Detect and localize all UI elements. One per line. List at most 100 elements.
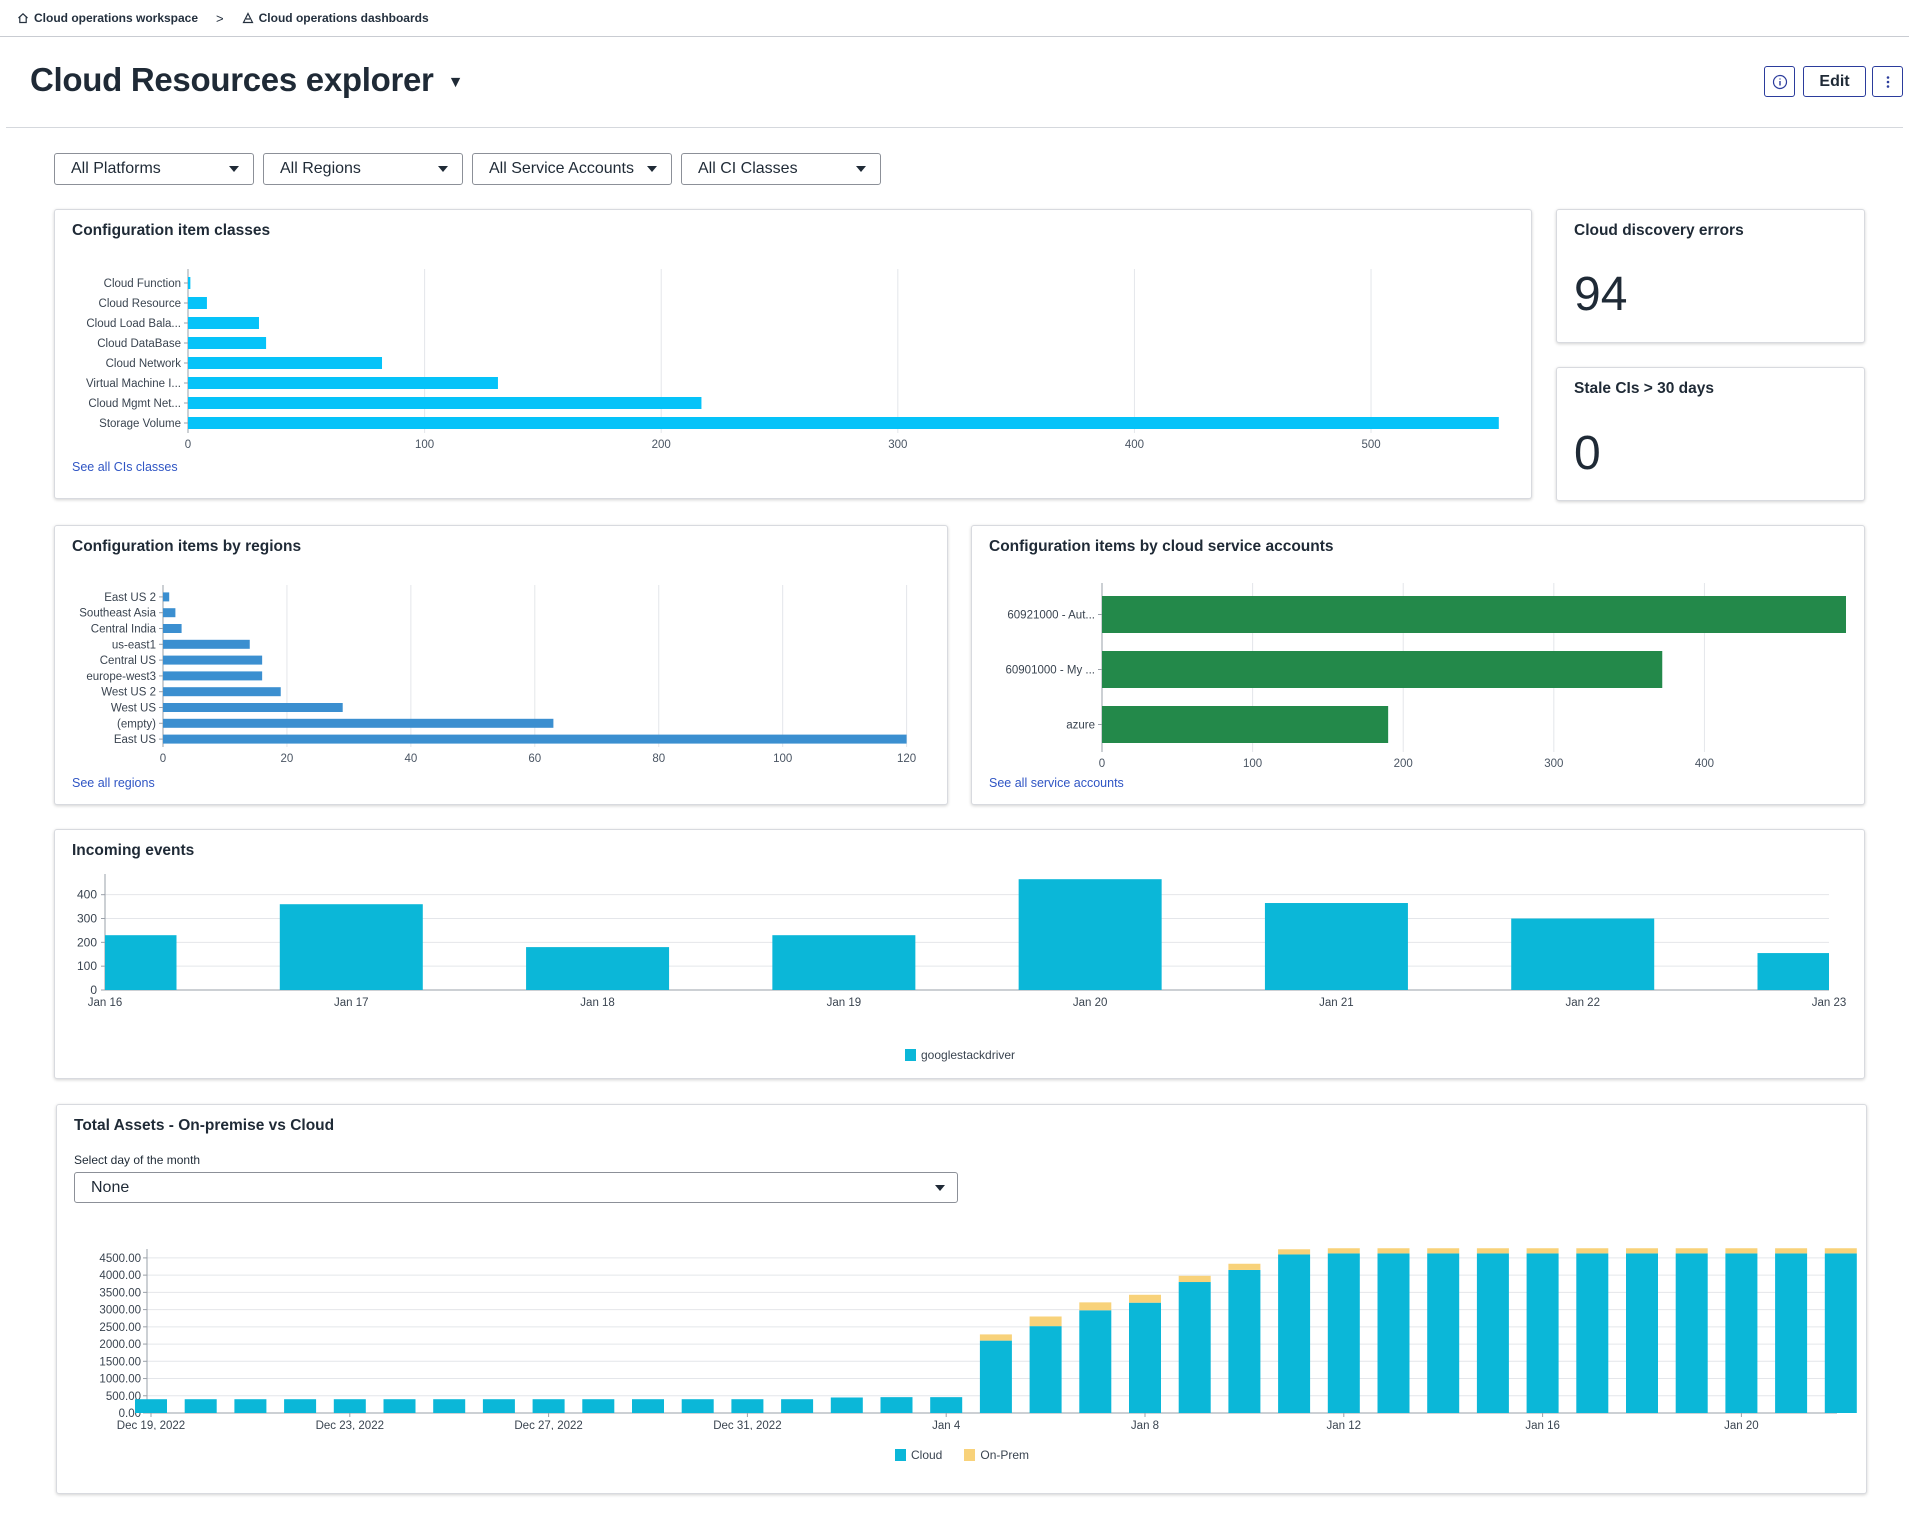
region-filter[interactable]: All Regions xyxy=(263,153,463,185)
page-title: Cloud Resources explorer ▼ xyxy=(30,61,463,99)
y-tick-label: 400 xyxy=(77,888,97,902)
bar-cloud xyxy=(1775,1253,1808,1413)
discovery-errors-title: Cloud discovery errors xyxy=(1574,222,1744,239)
x-tick-label: 100 xyxy=(415,439,434,451)
bar xyxy=(163,671,263,681)
x-tick-label: Jan 16 xyxy=(1525,1420,1560,1430)
bar xyxy=(188,417,1499,429)
bar-onprem xyxy=(1228,1263,1261,1270)
chevron-down-icon xyxy=(229,166,239,172)
y-tick-label: 100 xyxy=(77,959,97,973)
accounts-title: Configuration items by cloud service acc… xyxy=(989,538,1334,555)
y-tick-label: 0 xyxy=(90,983,97,997)
bar-cloud xyxy=(1079,1310,1112,1413)
bar xyxy=(526,947,670,990)
x-tick-label: Jan 21 xyxy=(1319,997,1354,1009)
see-all-service-accounts-link[interactable]: See all service accounts xyxy=(989,776,1124,790)
x-tick-label: Jan 17 xyxy=(334,997,369,1009)
bar-cloud xyxy=(1725,1253,1758,1413)
bar-onprem xyxy=(1327,1248,1360,1254)
y-tick-label: europe-west3 xyxy=(86,671,156,683)
y-tick-label: 4000.00 xyxy=(99,1270,141,1282)
y-tick-label: 200 xyxy=(77,935,97,949)
bar xyxy=(163,718,554,728)
y-tick-label: 3000.00 xyxy=(99,1305,141,1317)
x-tick-label: 0 xyxy=(1099,758,1105,770)
legend-item-onprem[interactable]: On-Prem xyxy=(964,1448,1029,1462)
legend-swatch xyxy=(895,1449,906,1461)
filter-bar: All Platforms All Regions All Service Ac… xyxy=(54,153,881,185)
platform-filter[interactable]: All Platforms xyxy=(54,153,254,185)
bar xyxy=(163,687,281,697)
legend-item-cloud[interactable]: Cloud xyxy=(895,1448,942,1462)
title-dropdown-icon[interactable]: ▼ xyxy=(447,74,464,91)
bar xyxy=(163,703,343,712)
legend-label: googlestackdriver xyxy=(921,1048,1016,1062)
bar-onprem xyxy=(1129,1294,1161,1303)
bar xyxy=(163,734,907,744)
y-tick-label: Central US xyxy=(100,655,157,667)
chevron-down-icon xyxy=(935,1184,945,1191)
bar-cloud xyxy=(731,1399,764,1413)
bar xyxy=(188,357,383,369)
total-assets-title: Total Assets - On-premise vs Cloud xyxy=(74,1117,335,1134)
platform-filter-label: All Platforms xyxy=(71,160,161,177)
ci-class-filter[interactable]: All CI Classes xyxy=(681,153,881,185)
bar-cloud xyxy=(880,1397,913,1413)
y-tick-label: 500.00 xyxy=(106,1391,141,1403)
stale-cis-card: Stale CIs > 30 days 0 xyxy=(1556,367,1865,501)
y-tick-label: Cloud Function xyxy=(104,278,181,290)
x-tick-label: 300 xyxy=(888,439,907,451)
page-title-text: Cloud Resources explorer xyxy=(30,61,434,98)
day-of-month-select[interactable]: None xyxy=(74,1172,958,1203)
edit-button[interactable]: Edit xyxy=(1803,66,1866,97)
legend-swatch xyxy=(905,1049,916,1061)
y-tick-label: Cloud DataBase xyxy=(97,338,181,350)
region-filter-label: All Regions xyxy=(280,160,361,177)
chevron-down-icon xyxy=(856,166,866,172)
info-icon xyxy=(1772,74,1787,89)
discovery-errors-value[interactable]: 94 xyxy=(1574,268,1628,321)
x-tick-label: 100 xyxy=(1243,758,1262,770)
stale-cis-value[interactable]: 0 xyxy=(1574,427,1601,480)
bar xyxy=(1102,706,1389,743)
x-tick-label: Jan 20 xyxy=(1073,997,1108,1009)
info-button[interactable] xyxy=(1764,66,1795,97)
x-tick-label: 60 xyxy=(528,753,541,765)
see-all-ci-classes-link[interactable]: See all CIs classes xyxy=(72,460,178,474)
bar-cloud xyxy=(433,1399,466,1413)
x-tick-label: 200 xyxy=(652,439,671,451)
y-tick-label: West US xyxy=(111,703,156,715)
breadcrumb: Cloud operations workspace > Cloud opera… xyxy=(0,0,1909,37)
service-account-filter[interactable]: All Service Accounts xyxy=(472,153,672,185)
x-tick-label: Jan 16 xyxy=(88,997,123,1009)
y-tick-label: (empty) xyxy=(117,718,156,730)
breadcrumb-dashboards[interactable]: Cloud operations dashboards xyxy=(242,11,429,25)
breadcrumb-dashboards-label: Cloud operations dashboards xyxy=(258,11,429,25)
breadcrumb-workspace[interactable]: Cloud operations workspace xyxy=(17,11,198,25)
bar-cloud xyxy=(1576,1253,1609,1413)
regions-chart: 0 20 40 60 80 100 120 East US 2 Southeast Asia Ce… xyxy=(79,585,916,765)
x-tick-label: 400 xyxy=(1125,439,1144,451)
bar-onprem xyxy=(1576,1248,1609,1254)
bar-cloud xyxy=(383,1399,416,1413)
bar-onprem xyxy=(1377,1248,1410,1254)
bar-onprem xyxy=(1476,1248,1509,1254)
x-tick-label: Jan 23 xyxy=(1812,997,1847,1009)
legend-item[interactable]: googlestackdriver xyxy=(905,1048,1015,1062)
bar-cloud xyxy=(184,1399,217,1413)
x-tick-label: 120 xyxy=(897,753,916,765)
x-tick-label: Jan 20 xyxy=(1724,1420,1759,1430)
see-all-regions-link[interactable]: See all regions xyxy=(72,776,155,790)
more-options-button[interactable] xyxy=(1872,66,1903,97)
x-tick-label: 20 xyxy=(281,753,294,765)
accounts-card: Configuration items by cloud service acc… xyxy=(971,525,1865,805)
x-tick-label: 100 xyxy=(773,753,792,765)
bar xyxy=(1018,879,1162,990)
more-vertical-icon xyxy=(1886,75,1889,88)
bar-cloud xyxy=(1824,1253,1857,1413)
bar-cloud xyxy=(930,1397,963,1413)
bar-cloud xyxy=(1278,1254,1311,1413)
x-tick-label: Dec 31, 2022 xyxy=(713,1420,781,1430)
bar-onprem xyxy=(1675,1248,1708,1254)
